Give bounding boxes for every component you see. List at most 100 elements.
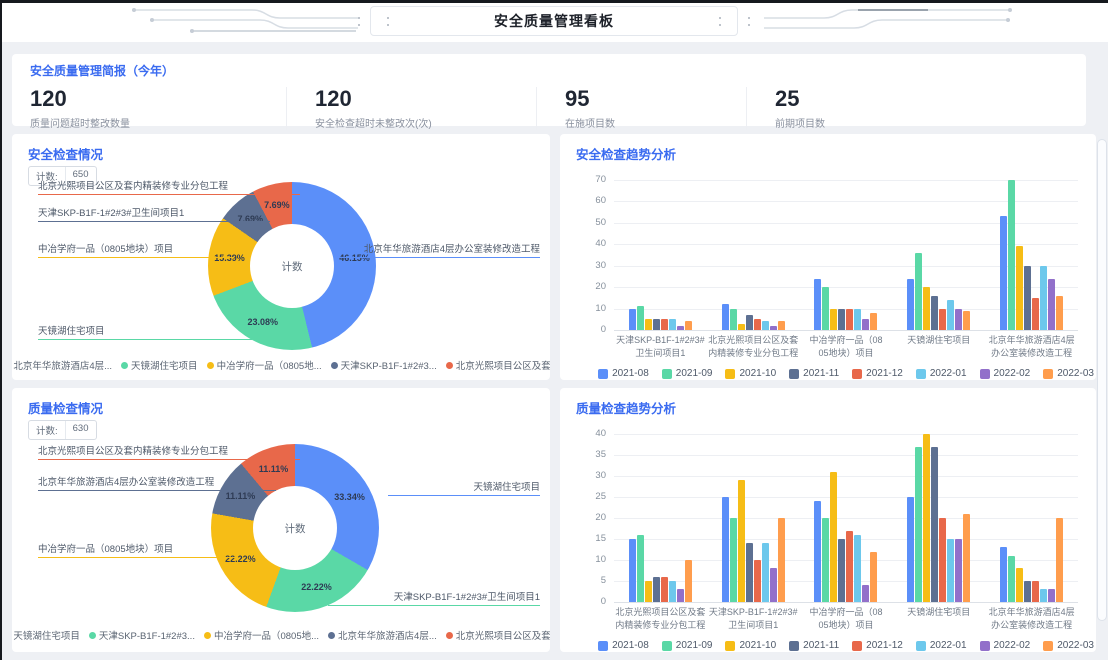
bar-2021-09[interactable] (636, 306, 644, 330)
legend-item[interactable]: 2021-09 (661, 640, 712, 651)
bar-2022-02[interactable] (955, 539, 963, 602)
bar-2021-12[interactable] (846, 308, 854, 330)
donut-chart[interactable]: 33.34% 22.22% 22.22% 11.11% 11.11% 计数 (211, 444, 379, 612)
legend-item[interactable]: 2022-03 (1043, 368, 1094, 379)
legend-item[interactable]: 2021-12 (852, 640, 903, 651)
legend-item[interactable]: 2022-01 (915, 640, 967, 651)
page-scrollbar[interactable] (1098, 140, 1106, 620)
bar-2021-10[interactable] (830, 308, 838, 330)
bar-2022-02[interactable] (955, 308, 963, 330)
bar-2021-12[interactable] (1032, 581, 1040, 602)
bar-group[interactable] (985, 434, 1078, 602)
bar-2021-10[interactable] (923, 434, 931, 602)
bar-2021-08[interactable] (814, 278, 822, 330)
legend-item[interactable]: 2022-03 (1043, 640, 1094, 651)
bar-2021-10[interactable] (737, 323, 745, 330)
bar-2021-12[interactable] (753, 560, 761, 602)
bar-2021-08[interactable] (907, 278, 915, 330)
bar-group[interactable] (892, 180, 985, 330)
bar-2022-01[interactable] (761, 543, 769, 602)
bar-2022-02[interactable] (1048, 589, 1056, 602)
legend-item[interactable]: 北京年华旅游酒店4层... (12, 358, 112, 372)
bar-2021-09[interactable] (1008, 180, 1016, 330)
bar-2021-12[interactable] (660, 319, 668, 330)
bar-2021-11[interactable] (652, 319, 660, 330)
bar-2022-03[interactable] (1056, 295, 1064, 330)
legend-item[interactable]: 2021-11 (789, 640, 839, 651)
bar-2022-01[interactable] (1040, 265, 1048, 330)
legend-item[interactable]: 中冶学府一品（0805地... (203, 628, 319, 642)
bar-2021-11[interactable] (745, 543, 753, 602)
bar-2021-08[interactable] (1000, 547, 1008, 602)
bar-2021-09[interactable] (822, 287, 830, 330)
bar-2021-11[interactable] (652, 576, 660, 602)
donut-chart[interactable]: 46.15% 23.08% 15.39% 7.69% 7.69% 计数 (208, 182, 376, 350)
bar-2021-12[interactable] (846, 530, 854, 602)
bar-2021-10[interactable] (1016, 246, 1024, 330)
legend-item[interactable]: 2022-02 (979, 368, 1030, 379)
bar-2022-01[interactable] (1040, 589, 1048, 602)
bar-group[interactable] (707, 180, 800, 330)
bar-2022-01[interactable] (761, 321, 769, 330)
bar-2021-10[interactable] (644, 319, 652, 330)
bar-2021-12[interactable] (1032, 297, 1040, 330)
bar-2021-10[interactable] (1016, 568, 1024, 602)
bar-2021-08[interactable] (907, 497, 915, 602)
bar-2021-12[interactable] (660, 576, 668, 602)
bar-2021-11[interactable] (838, 539, 846, 602)
bar-2022-03[interactable] (963, 513, 971, 602)
bar-2022-02[interactable] (1048, 278, 1056, 330)
bar-2022-01[interactable] (947, 300, 955, 330)
bar-group[interactable] (614, 180, 707, 330)
count-badge[interactable]: 计数: 630 (28, 420, 97, 440)
bar-2021-09[interactable] (822, 518, 830, 602)
bar-2022-02[interactable] (676, 325, 684, 330)
bar-2021-10[interactable] (923, 287, 931, 330)
legend-item[interactable]: 2022-01 (915, 368, 967, 379)
bar-group[interactable] (614, 434, 707, 602)
bar-2022-03[interactable] (1056, 518, 1064, 602)
bar-2022-02[interactable] (769, 568, 777, 602)
bar-2021-11[interactable] (838, 308, 846, 330)
bar-2021-11[interactable] (931, 446, 939, 602)
legend-item[interactable]: 2021-09 (661, 368, 712, 379)
bar-group[interactable] (707, 434, 800, 602)
bar-2022-03[interactable] (870, 551, 878, 602)
legend-item[interactable]: 2021-11 (789, 368, 839, 379)
bar-2022-01[interactable] (668, 319, 676, 330)
bar-2021-11[interactable] (931, 295, 939, 330)
legend-item[interactable]: 天津SKP-B1F-1#2#3... (88, 628, 195, 642)
legend-item[interactable]: 北京年华旅游酒店4层... (328, 628, 437, 642)
bar-2021-09[interactable] (636, 534, 644, 602)
bar-2021-08[interactable] (814, 501, 822, 602)
bar-2021-08[interactable] (628, 539, 636, 602)
bar-2022-02[interactable] (862, 585, 870, 602)
bar-2021-09[interactable] (1008, 555, 1016, 602)
legend-item[interactable]: 2021-12 (852, 368, 903, 379)
quality-trend-chart[interactable]: 0 5 10 15 20 25 30 35 40 北京光熙项目公区及套 内精装修专业分包工程 天津S… (595, 428, 1094, 651)
legend-item[interactable]: 2022-02 (979, 640, 1030, 651)
bar-2021-12[interactable] (939, 518, 947, 602)
legend-item[interactable]: 天津SKP-B1F-1#2#3... (330, 358, 437, 372)
bar-2022-02[interactable] (862, 319, 870, 330)
bar-2021-12[interactable] (753, 319, 761, 330)
bar-group[interactable] (892, 434, 985, 602)
bar-group[interactable] (800, 434, 893, 602)
bar-2021-09[interactable] (729, 518, 737, 602)
bar-2022-01[interactable] (854, 308, 862, 330)
bar-2021-10[interactable] (644, 581, 652, 602)
legend-item[interactable]: 2021-10 (725, 640, 776, 651)
legend-item[interactable]: 中冶学府一品（0805地... (206, 358, 322, 372)
bar-2022-01[interactable] (947, 539, 955, 602)
bar-2021-09[interactable] (915, 446, 923, 602)
bar-2021-08[interactable] (721, 497, 729, 602)
bar-2022-01[interactable] (854, 534, 862, 602)
legend-item[interactable]: 北京光熙项目公区及套... (445, 358, 550, 372)
bar-2022-03[interactable] (684, 321, 692, 330)
bar-2022-03[interactable] (684, 560, 692, 602)
count-badge[interactable]: 计数: 650 (28, 166, 97, 186)
legend-item[interactable]: 天镜湖住宅项目 (121, 358, 198, 372)
bar-group[interactable] (985, 180, 1078, 330)
bar-group[interactable] (800, 180, 893, 330)
bar-2021-08[interactable] (628, 308, 636, 330)
